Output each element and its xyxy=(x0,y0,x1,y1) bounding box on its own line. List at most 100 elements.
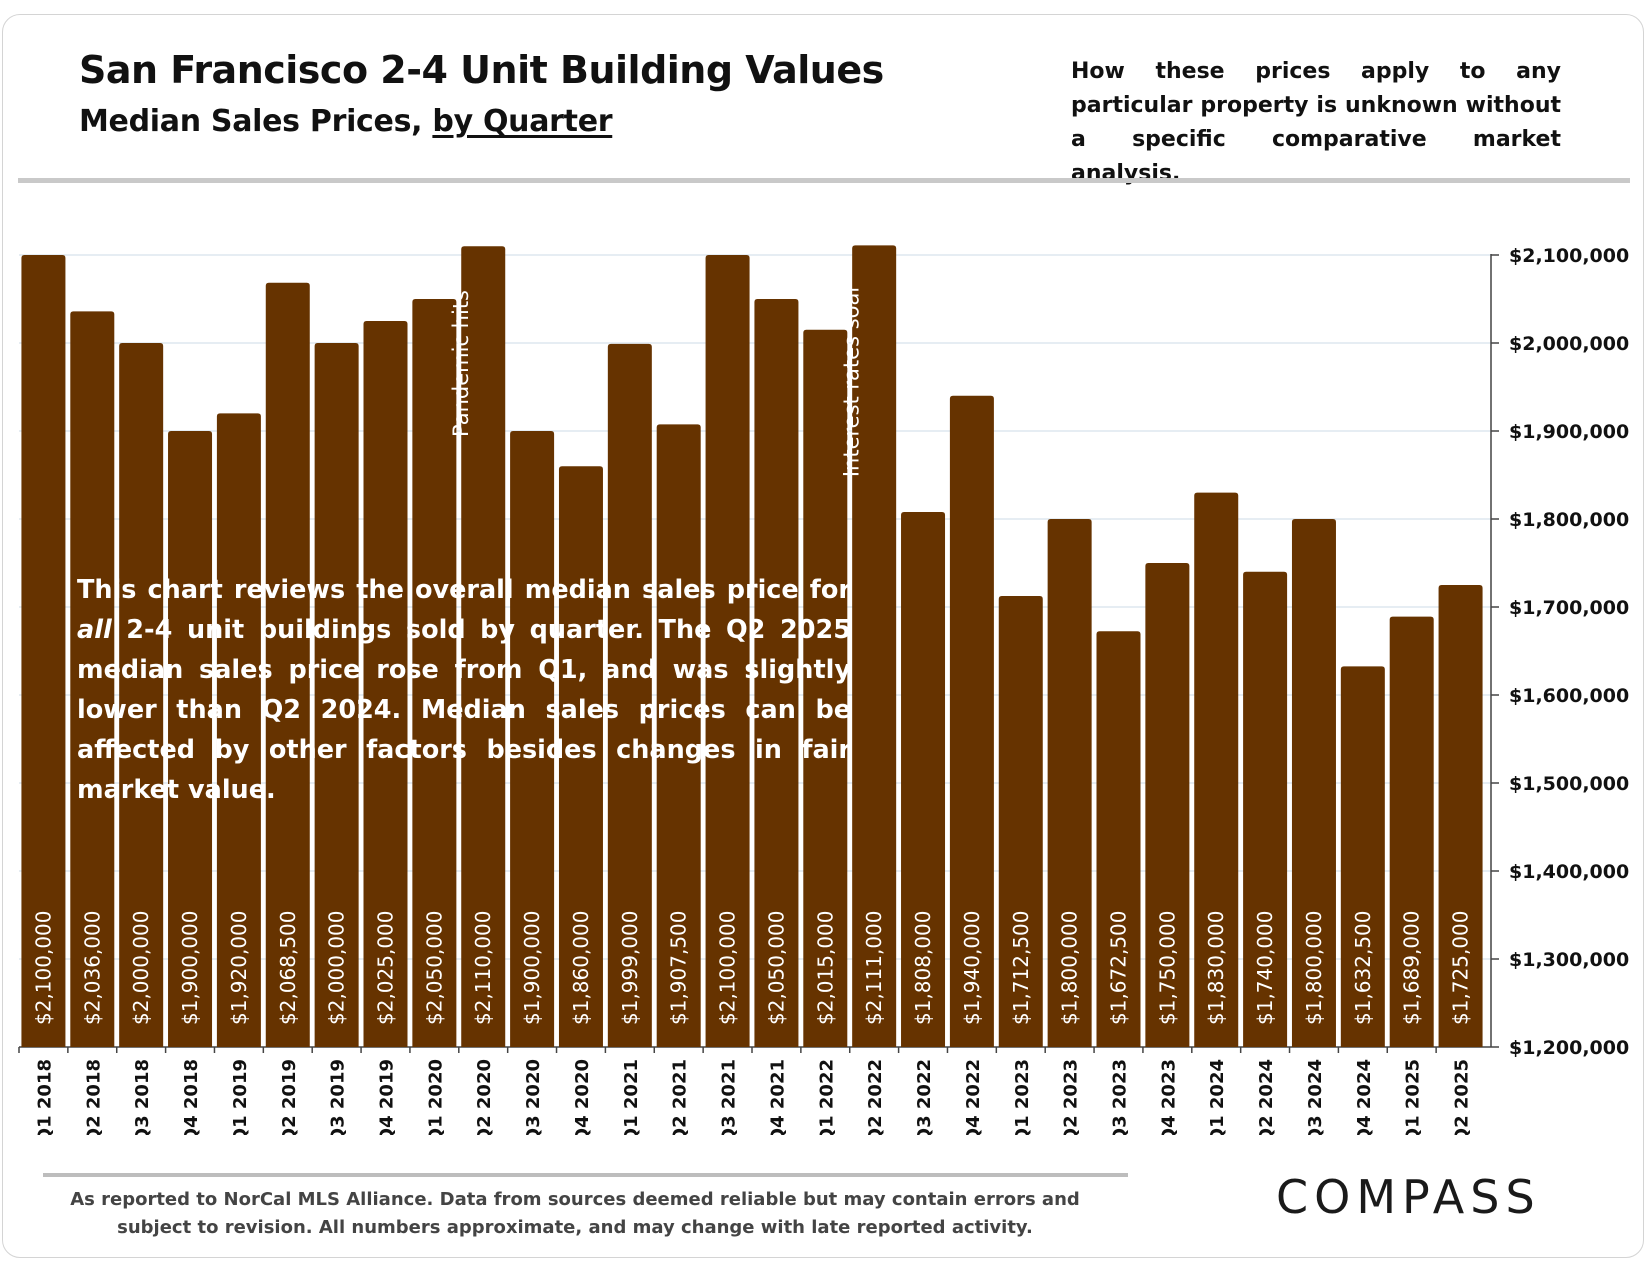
bar xyxy=(1243,571,1288,1047)
bar xyxy=(216,413,261,1047)
bar xyxy=(1047,519,1092,1047)
bar xyxy=(461,246,506,1047)
bar-data-label: $1,800,000 xyxy=(1058,910,1082,1025)
x-tick-label: Q3 2022 xyxy=(914,1059,935,1135)
header-divider xyxy=(18,178,1630,183)
subtitle-emphasis: by Quarter xyxy=(432,104,613,139)
x-tick-label: Q3 2024 xyxy=(1305,1059,1326,1135)
x-tick-label: Q4 2024 xyxy=(1354,1059,1375,1135)
bar xyxy=(607,343,652,1047)
x-tick-label: Q1 2022 xyxy=(816,1059,837,1135)
bar-data-label: $1,672,500 xyxy=(1107,910,1131,1025)
y-tick-label: $1,300,000 xyxy=(1509,949,1629,971)
bar xyxy=(412,299,457,1047)
bar xyxy=(949,395,994,1047)
bar xyxy=(803,329,848,1047)
bar xyxy=(21,255,66,1047)
x-tick-label: Q3 2018 xyxy=(132,1059,153,1135)
y-tick-label: $1,600,000 xyxy=(1509,685,1629,707)
bar-data-label: $1,632,500 xyxy=(1351,910,1375,1025)
chart-subtitle: Median Sales Prices, by Quarter xyxy=(79,104,613,139)
x-tick-label: Q3 2021 xyxy=(719,1059,740,1135)
note-text-after: 2-4 unit buildings sold by quarter. The … xyxy=(77,615,851,805)
bar-chart: $1,200,000 $1,300,000 $1,400,000 $1,500,000… xyxy=(18,245,1629,1135)
bar-data-label: $2,068,500 xyxy=(276,910,300,1025)
x-tick-label: Q3 2020 xyxy=(523,1059,544,1135)
compass-logo: COMPASS xyxy=(1276,1170,1541,1224)
bar-data-label: $2,100,000 xyxy=(716,910,740,1025)
x-tick-label: Q1 2024 xyxy=(1207,1059,1228,1135)
x-tick-label: Q2 2022 xyxy=(865,1059,886,1135)
y-tick-label: $1,200,000 xyxy=(1509,1037,1629,1059)
y-tick-label: $1,400,000 xyxy=(1509,861,1629,883)
chart-note: This chart reviews the overall median sa… xyxy=(77,570,851,810)
bar-data-label: $2,000,000 xyxy=(325,910,349,1025)
y-tick-label: $1,700,000 xyxy=(1509,597,1629,619)
bar-data-label: $1,689,000 xyxy=(1400,910,1424,1025)
y-tick-label: $1,800,000 xyxy=(1509,509,1629,531)
bar xyxy=(314,343,359,1047)
card-frame xyxy=(2,14,1644,1258)
x-tick-label: Q4 2022 xyxy=(963,1059,984,1135)
bar-data-label: $1,900,000 xyxy=(178,910,202,1025)
x-tick-label: Q3 2019 xyxy=(328,1059,349,1135)
bar xyxy=(363,321,408,1047)
bar-data-label: $2,025,000 xyxy=(374,910,398,1025)
x-tick-label: Q2 2023 xyxy=(1061,1059,1082,1135)
x-tick-label: Q1 2025 xyxy=(1403,1059,1424,1135)
bar-data-label: $2,050,000 xyxy=(764,910,788,1025)
bar-data-label: $1,808,000 xyxy=(911,910,935,1025)
x-tick-label: Q4 2018 xyxy=(181,1059,202,1135)
x-tick-label: Q2 2025 xyxy=(1452,1059,1473,1135)
x-tick-label: Q4 2023 xyxy=(1158,1059,1179,1135)
bar xyxy=(1291,519,1336,1047)
x-tick-label: Q3 2023 xyxy=(1110,1059,1131,1135)
bar-data-label: $2,050,000 xyxy=(422,910,446,1025)
bar xyxy=(510,431,555,1047)
bar-data-label: $1,999,000 xyxy=(618,910,642,1025)
x-tick-label: Q4 2020 xyxy=(572,1059,593,1135)
y-tick-label: $2,000,000 xyxy=(1509,333,1629,355)
x-tick-label: Q4 2021 xyxy=(767,1059,788,1135)
bar-data-label: $1,860,000 xyxy=(569,910,593,1025)
bar xyxy=(901,511,946,1048)
bar-data-label: $2,111,000 xyxy=(862,910,886,1025)
bar xyxy=(168,431,213,1047)
bar xyxy=(1096,631,1141,1047)
bar xyxy=(265,282,310,1048)
bar-data-label: $2,036,000 xyxy=(80,910,104,1025)
subtitle-prefix: Median Sales Prices, xyxy=(79,104,433,139)
bar-data-label: $2,110,000 xyxy=(471,910,495,1025)
bar-data-label: $1,920,000 xyxy=(227,910,251,1025)
bar-data-label: $2,015,000 xyxy=(813,910,837,1025)
bar-data-label: $1,740,000 xyxy=(1253,910,1277,1025)
bar xyxy=(1438,585,1483,1047)
x-tick-label: Q2 2024 xyxy=(1256,1059,1277,1135)
bar xyxy=(656,424,701,1047)
bar-data-label: $2,100,000 xyxy=(31,910,55,1025)
y-tick-label: $2,100,000 xyxy=(1509,245,1629,267)
x-tick-label: Q1 2018 xyxy=(34,1059,55,1135)
bar-data-label: $1,907,500 xyxy=(667,910,691,1025)
bar-data-label: $2,000,000 xyxy=(129,910,153,1025)
footer-divider xyxy=(43,1173,1128,1177)
bar-data-label: $1,940,000 xyxy=(960,910,984,1025)
disclaimer-text: How these prices apply to any particular… xyxy=(1071,59,1561,186)
x-tick-label: Q2 2021 xyxy=(670,1059,691,1135)
annotation-label: Pandemic hits xyxy=(449,290,473,437)
bar xyxy=(852,245,897,1047)
annotation-label: Interest rates soar xyxy=(840,284,864,478)
bar xyxy=(119,343,164,1047)
x-tick-label: Q1 2019 xyxy=(230,1059,251,1135)
bar-data-label: $1,800,000 xyxy=(1302,910,1326,1025)
source-footnote: As reported to NorCal MLS Alliance. Data… xyxy=(70,1189,1080,1238)
bar-data-label: $1,750,000 xyxy=(1155,910,1179,1025)
y-tick-label: $1,900,000 xyxy=(1509,421,1629,443)
x-tick-label: Q1 2020 xyxy=(425,1059,446,1135)
bar xyxy=(1145,563,1190,1047)
bar xyxy=(558,466,603,1047)
x-tick-label: Q2 2018 xyxy=(83,1059,104,1135)
x-tick-label: Q1 2021 xyxy=(621,1059,642,1135)
bar-data-label: $1,830,000 xyxy=(1204,910,1228,1025)
bar xyxy=(1340,666,1385,1047)
